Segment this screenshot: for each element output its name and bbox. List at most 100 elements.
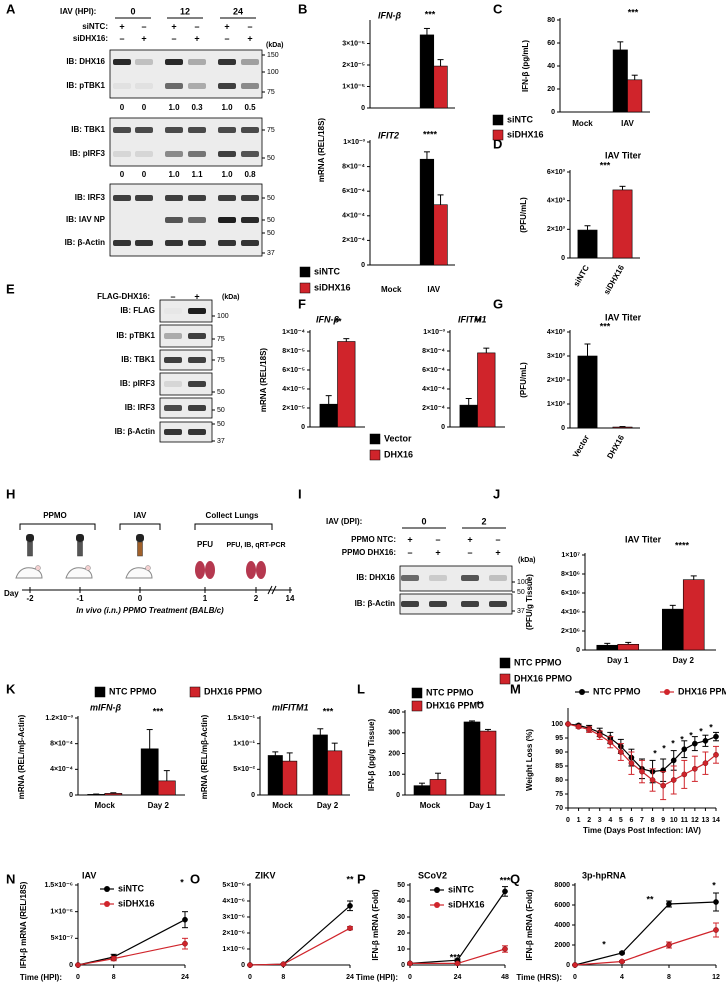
y-axis-label: mRNA (REL/18S)	[259, 348, 268, 412]
blot-band	[113, 127, 131, 133]
legend-marker	[579, 689, 585, 695]
blot-panel	[109, 183, 263, 257]
label: PPMO DHX16:	[342, 548, 396, 557]
panel-letter: M	[510, 681, 521, 696]
label: -1	[76, 594, 84, 603]
significance: *	[671, 738, 675, 748]
point	[639, 768, 645, 775]
y-tick-label: 0	[69, 962, 73, 969]
lung	[195, 561, 205, 579]
blot-band	[218, 59, 236, 65]
blot-panel	[159, 372, 213, 396]
blot-panel	[109, 49, 263, 99]
blot-band	[113, 240, 131, 246]
blot-band	[241, 240, 259, 246]
blot-band	[113, 217, 131, 223]
legend-swatch	[189, 686, 201, 698]
x-tick-label: 0	[408, 974, 412, 981]
series-line	[77, 919, 186, 966]
y-tick-label: 0	[576, 647, 580, 654]
blot-band	[164, 308, 182, 314]
bar	[413, 785, 431, 796]
label: 2	[481, 516, 486, 526]
label: IB: IRF3	[125, 403, 156, 412]
significance: *	[712, 880, 716, 890]
x-tick-label: 4	[620, 974, 624, 981]
bar	[661, 608, 684, 651]
chart-title: mIFITM1	[272, 702, 309, 712]
blot-band	[188, 333, 206, 339]
bar	[319, 403, 338, 428]
y-tick-label: 2×10⁻⁴	[422, 405, 445, 412]
y-tick-label: 1×10⁷	[561, 552, 580, 559]
blot-band	[164, 429, 182, 435]
y-tick-label: 4×10⁻⁶	[222, 898, 245, 905]
y-tick-label: 8×10⁻⁵	[282, 348, 305, 355]
y-tick-label: 1×10⁻⁶	[50, 909, 73, 916]
legend-marker	[434, 902, 440, 908]
label: 0	[142, 170, 147, 179]
y-tick-label: 100	[388, 771, 400, 778]
y-tick-label: 1×10⁻³	[343, 139, 365, 146]
point	[619, 958, 625, 965]
x-tick-label: 8	[281, 974, 285, 981]
label: 0.8	[244, 170, 256, 179]
x-tick-label: Day 2	[317, 801, 339, 810]
y-tick-label: 5×10⁻²	[233, 766, 255, 773]
blot-band	[135, 59, 153, 65]
label: 0	[130, 6, 135, 16]
blot-band	[188, 429, 206, 435]
legend-swatch	[369, 433, 381, 445]
bar	[419, 34, 435, 109]
y-tick-label: 2×10⁻⁴	[342, 237, 365, 244]
blot-panel	[159, 299, 213, 323]
point	[681, 771, 688, 778]
label: FLAG-DHX16:	[97, 292, 150, 301]
legend-label: NTC PPMO	[426, 687, 474, 697]
legend-label: NTC PPMO	[514, 657, 562, 667]
y-tick-label: 50	[397, 882, 405, 889]
point	[575, 723, 582, 730]
point	[596, 732, 603, 739]
label: 75	[217, 336, 225, 343]
point	[247, 962, 253, 968]
y-axis-label: (PFU/mL)	[519, 197, 528, 233]
y-tick-label: 0	[551, 109, 555, 116]
label: PPMO	[43, 511, 67, 520]
y-tick-label: 2000	[554, 942, 570, 949]
label: 50	[267, 155, 275, 162]
y-tick-label: 1×10⁻⁶	[222, 946, 245, 953]
x-tick-label: 8	[112, 974, 116, 981]
label: 0.5	[244, 103, 256, 112]
point	[702, 737, 709, 744]
blot-band	[113, 83, 131, 89]
blot-band	[165, 127, 183, 133]
x-tick-label: 24	[454, 974, 462, 981]
label: IB: IAV NP	[66, 215, 106, 224]
y-axis-label: mRNA (REL/mβ-Actin)	[17, 714, 26, 799]
label: IB: DHX16	[66, 57, 105, 66]
point	[713, 899, 719, 905]
legend-label: siNTC	[448, 884, 475, 894]
panel-letter: A	[6, 1, 16, 16]
mouse	[125, 567, 153, 579]
blot-band	[489, 575, 507, 581]
x-tick-label: 8	[651, 817, 655, 824]
blot-band	[188, 405, 206, 411]
blot-band	[113, 151, 131, 157]
y-axis-label: IFN-β (pg/mL)	[521, 40, 530, 92]
significance: *	[709, 722, 713, 732]
legend-swatch	[492, 129, 504, 141]
significance: *	[180, 877, 184, 887]
label: IAV	[134, 511, 147, 520]
label: –	[194, 21, 199, 31]
y-tick-label: 1×10⁻⁵	[342, 83, 365, 90]
significance: *	[699, 726, 703, 736]
blot-band	[135, 83, 153, 89]
x-tick-label: 7	[640, 817, 644, 824]
legend-label: siNTC	[507, 114, 534, 124]
y-tick-label: 3×10⁻⁵	[342, 40, 365, 47]
legend-swatch	[299, 282, 311, 294]
chart-title: 3p-hpRNA	[582, 870, 626, 880]
y-tick-label: 0	[396, 792, 400, 799]
